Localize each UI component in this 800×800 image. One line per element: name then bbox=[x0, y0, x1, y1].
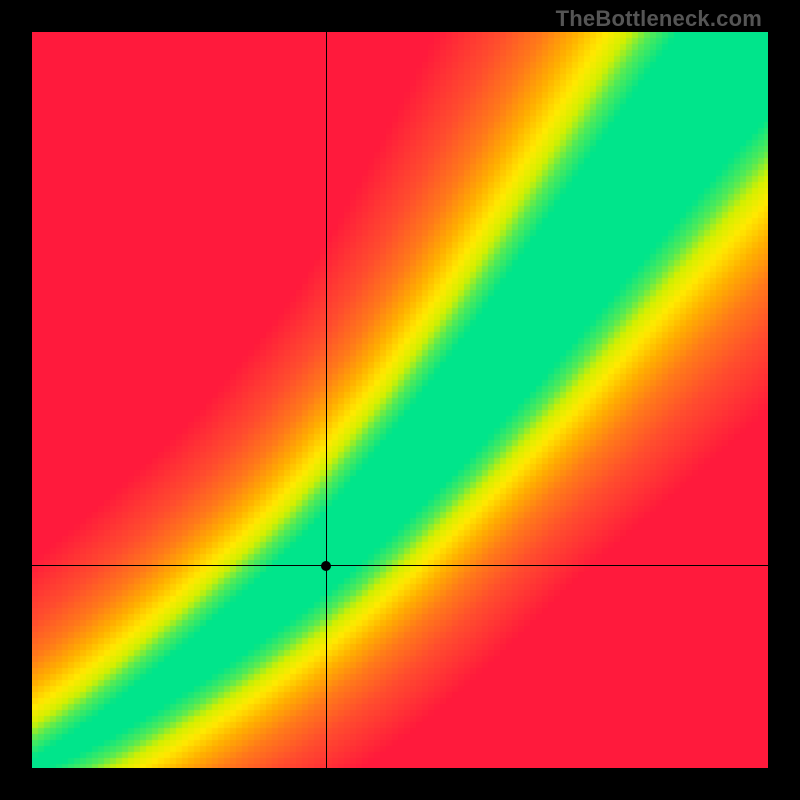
crosshair-vertical bbox=[326, 32, 327, 768]
crosshair-marker bbox=[321, 561, 331, 571]
watermark-text: TheBottleneck.com bbox=[556, 6, 762, 32]
heatmap-canvas bbox=[32, 32, 768, 768]
heatmap-plot-area bbox=[32, 32, 768, 768]
crosshair-horizontal bbox=[32, 565, 768, 566]
